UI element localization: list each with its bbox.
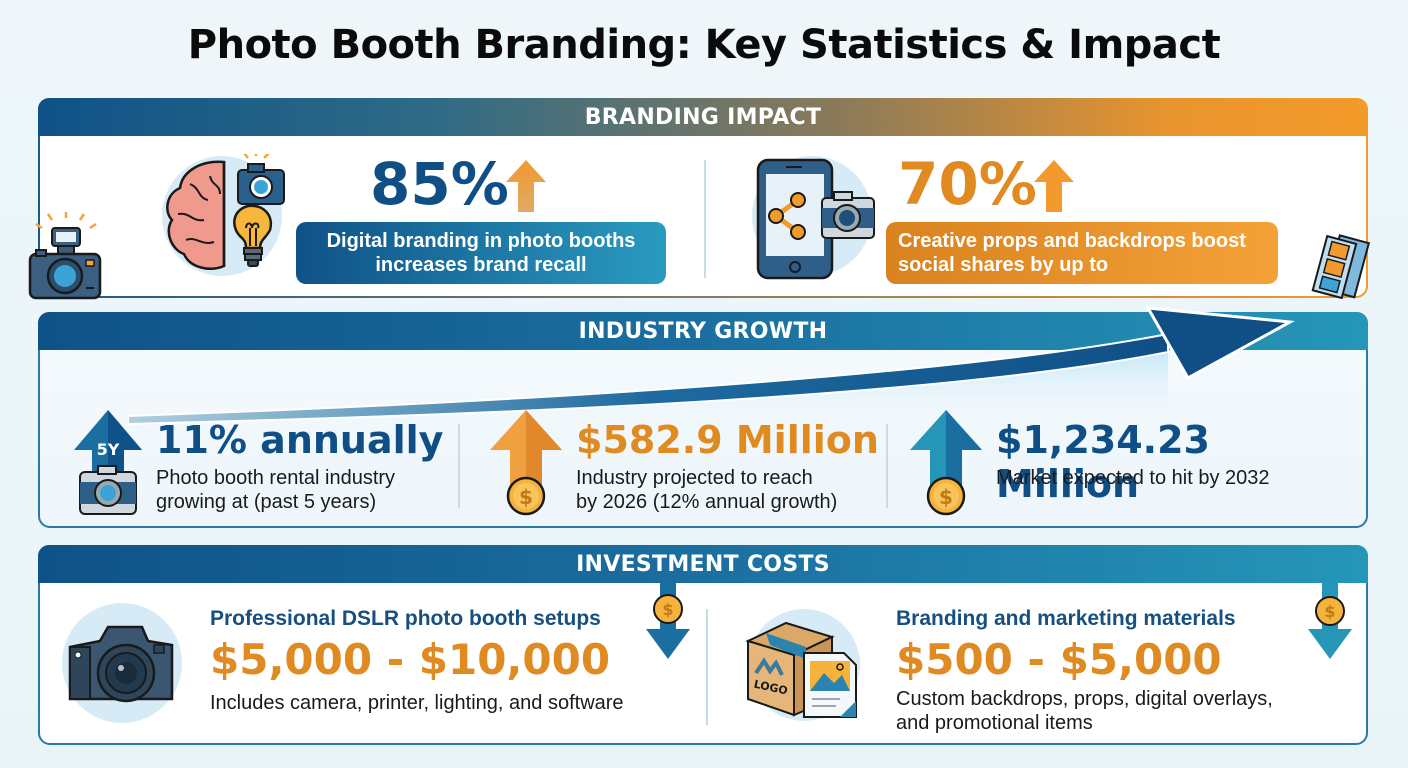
description-line: Market expected to hit by 2032 (996, 467, 1270, 489)
svg-text:$: $ (1324, 602, 1335, 621)
dslr-camera-icon (60, 601, 184, 725)
divider (706, 609, 708, 725)
film-strip-icon (1310, 233, 1374, 299)
dslr-setup-description: Includes camera, printer, lighting, and … (210, 692, 624, 714)
svg-text:$: $ (662, 600, 673, 619)
divider (886, 424, 888, 508)
annual-growth-description: Photo booth rental industry growing at (… (156, 466, 395, 514)
market-2032-description: Market expected to hit by 2032 (996, 466, 1270, 490)
arrow-up-coin-icon: $ (908, 410, 984, 516)
badge-5y: 5Y (97, 440, 120, 459)
branding-materials-label: Branding and marketing materials (896, 607, 1236, 630)
arrow-up-icon (1034, 160, 1074, 212)
arrow-down-coin-icon: $ (1308, 583, 1352, 661)
social-shares-description: Creative props and backdrops boost socia… (886, 222, 1278, 284)
divider (704, 160, 706, 278)
description-line: Industry projected to reach (576, 467, 813, 489)
arrow-up-5y-camera-icon: 5Y (70, 410, 146, 518)
projected-2026-description: Industry projected to reach by 2026 (12%… (576, 466, 837, 514)
logo-box-document-icon: LOGO (740, 603, 862, 723)
divider (458, 424, 460, 508)
brand-recall-value: 85% (370, 150, 509, 218)
arrow-up-icon (506, 160, 546, 212)
brand-recall-description: Digital branding in photo booths increas… (296, 222, 666, 284)
svg-text:$: $ (519, 485, 533, 509)
market-2032-value: $1,234.23 Million (996, 418, 1210, 506)
description-line: and promotional items (896, 712, 1093, 734)
dslr-setup-label: Professional DSLR photo booth setups (210, 607, 601, 630)
description-line: Custom backdrops, props, digital overlay… (896, 688, 1273, 710)
branding-impact-header: BRANDING IMPACT (38, 98, 1368, 136)
svg-text:$: $ (939, 485, 953, 509)
arrow-down-coin-icon: $ (646, 583, 690, 661)
industry-growth-panel: INDUSTRY GROWTH 5Y 11% annually Photo bo… (38, 306, 1368, 528)
annual-growth-value: 11% annually (156, 418, 444, 462)
growth-trend-arrow-icon (128, 304, 1300, 426)
arrow-up-coin-icon: $ (488, 410, 564, 516)
branding-materials-range: $500 - $5,000 (896, 635, 1222, 684)
investment-costs-panel: INVESTMENT COSTS Professional DSLR photo… (38, 545, 1368, 745)
description-line: growing at (past 5 years) (156, 491, 377, 513)
phone-share-camera-icon (742, 154, 878, 280)
social-shares-value: 70% (898, 150, 1037, 218)
branding-impact-panel: BRANDING IMPACT 85% Digital branding in … (38, 98, 1368, 298)
branding-materials-description: Custom backdrops, props, digital overlay… (896, 687, 1273, 735)
dslr-setup-range: $5,000 - $10,000 (210, 635, 611, 684)
projected-2026-value: $582.9 Million (576, 418, 879, 462)
brain-lightbulb-camera-icon (160, 154, 292, 278)
flash-camera-icon (28, 212, 104, 300)
page-title: Photo Booth Branding: Key Statistics & I… (187, 22, 1221, 68)
investment-costs-header: INVESTMENT COSTS (38, 545, 1368, 583)
description-line: by 2026 (12% annual growth) (576, 491, 838, 513)
description-line: Photo booth rental industry (156, 467, 396, 489)
